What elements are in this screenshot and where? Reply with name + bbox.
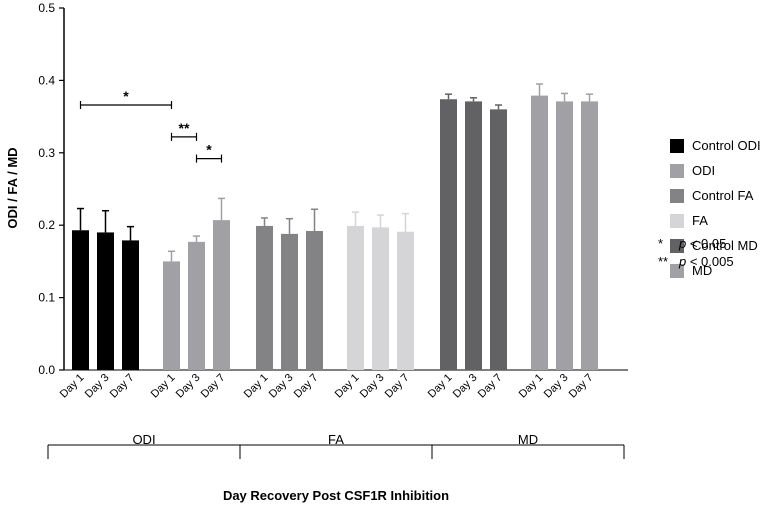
x-tick-label: Day 3 [267,372,296,401]
group-label: MD [518,432,538,447]
bar [397,231,414,370]
legend-swatch [670,139,684,153]
x-tick-label: Day 7 [567,372,596,401]
legend-item-control-odi: Control ODI [670,138,765,154]
p-threshold: < 0.005 [686,254,734,269]
x-tick-label: Day 3 [542,372,571,401]
bar [347,225,364,370]
legend-label: ODI [692,163,716,178]
x-axis-label: Day Recovery Post CSF1R Inhibition [223,488,449,503]
x-tick-label: Day 7 [476,372,505,401]
legend-swatch [670,214,684,228]
group-axis: ODI FA MD [47,432,625,459]
legend-swatch [670,164,684,178]
bar [188,241,205,370]
p-letter: p [679,254,687,269]
significance-text: p < 0.005 [679,254,734,270]
y-tick-label: 0.3 [38,146,55,160]
legend-label: Control ODI [692,138,761,153]
bar [281,233,298,370]
y-tick-label: 0.5 [38,1,55,15]
bars-group [72,83,598,371]
bar [306,230,323,370]
x-tick-label: Day 1 [58,372,87,401]
bar [531,95,548,370]
x-tick-label: Day 3 [451,372,480,401]
x-tick-label: Day 3 [358,372,387,401]
bar [163,261,180,370]
significance-label: * [123,88,129,104]
significance-brackets: **** [79,88,223,163]
x-tick-label: Day 7 [199,372,228,401]
significance-symbol: ** [658,254,669,269]
legend-item-odi: ODI [670,163,765,179]
group-label: ODI [132,432,155,447]
legend-item-fa: FA [670,213,765,229]
bar [556,101,573,371]
y-tick-label: 0.1 [38,291,55,305]
x-tick-label: Day 1 [242,372,271,401]
x-tick-label: Day 7 [292,372,321,401]
legend-label: Control MD [692,238,758,253]
bar [213,220,230,370]
bar [72,230,89,370]
bar [440,99,457,370]
x-tick-label: Day 3 [83,372,112,401]
bar [97,232,114,370]
x-tick-label: Day 1 [333,372,362,401]
significance-label: ** [179,120,190,136]
legend-swatch [670,264,684,278]
bar [122,240,139,370]
p-threshold: < 0.05 [686,236,727,251]
bar [372,227,389,370]
y-tick-label: 0.2 [38,218,55,232]
legend-swatch [670,189,684,203]
x-tick-label: Day 1 [149,372,178,401]
bar [465,101,482,371]
legend-swatch [670,239,684,253]
legend-item-control-md: Control MD [670,238,765,254]
x-tick-label: Day 7 [108,372,137,401]
significance-text: p < 0.05 [679,236,726,252]
bar [581,101,598,371]
y-tick-label: 0.0 [38,363,55,377]
bar [490,109,507,371]
y-axis-group: 0.0 0.1 0.2 0.3 0.4 0.5 [38,1,628,377]
y-tick-label: 0.4 [38,73,55,87]
x-tick-label: Day 3 [174,372,203,401]
bar [256,225,273,370]
legend-label: FA [692,213,708,228]
group-label: FA [328,432,344,447]
y-axis-label: ODI / FA / MD [5,147,20,228]
x-tick-label: Day 1 [426,372,455,401]
legend-label: Control FA [692,188,754,203]
legend-label: MD [692,263,713,278]
p-letter: p [679,236,687,251]
significance-symbol: * [658,236,664,251]
significance-label: * [206,142,212,158]
x-tick-label: Day 1 [517,372,546,401]
legend-item-control-fa: Control FA [670,188,765,204]
legend-item-md: MD [670,263,765,279]
x-tick-label: Day 7 [383,372,412,401]
